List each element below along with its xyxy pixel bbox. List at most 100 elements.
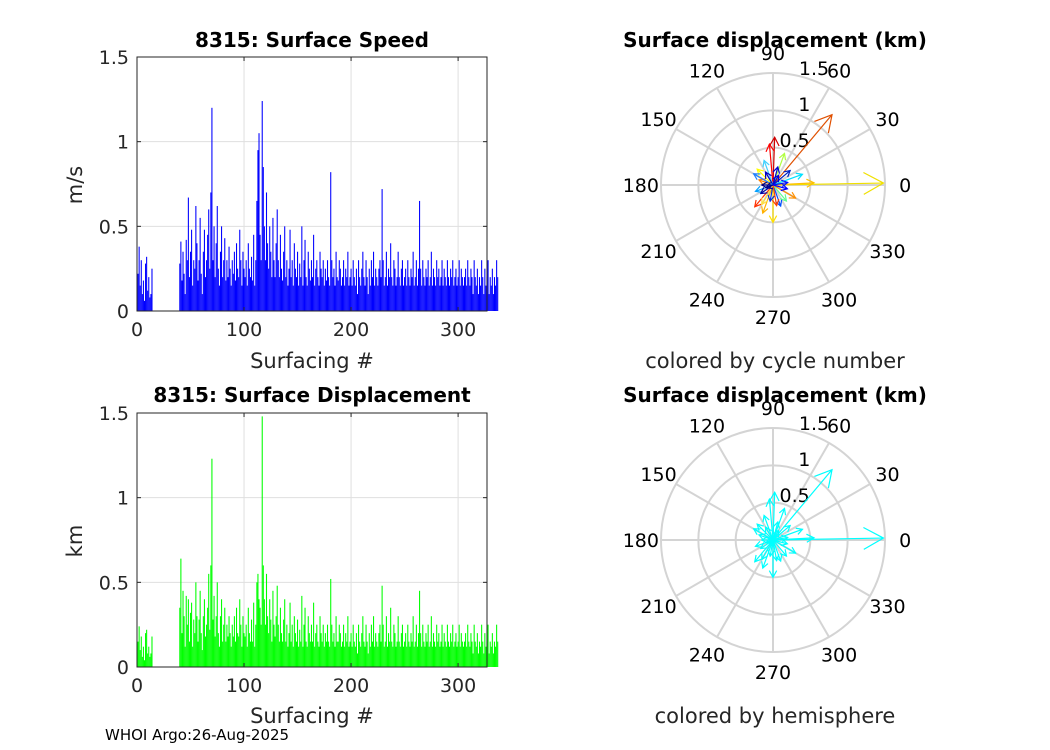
- bar: [415, 260, 417, 311]
- arrow-shaft: [772, 528, 803, 541]
- bar: [210, 192, 212, 311]
- displacement-arrow: [772, 533, 816, 543]
- bar: [244, 277, 246, 311]
- bar: [496, 624, 498, 667]
- bar: [299, 263, 301, 311]
- bar: [293, 616, 295, 667]
- bar: [142, 280, 144, 311]
- bar: [469, 646, 471, 667]
- arrow-shaft: [772, 175, 780, 186]
- bar: [247, 607, 249, 667]
- bar: [424, 646, 426, 667]
- bar: [204, 277, 207, 311]
- bar: [227, 636, 229, 667]
- bar: [489, 641, 491, 667]
- bar: [380, 641, 382, 667]
- bar: [480, 285, 482, 311]
- arrow-shaft: [769, 539, 774, 557]
- displacement-arrow: [771, 184, 780, 207]
- chart-caption: colored by hemisphere: [655, 704, 896, 728]
- arrow-shaft: [772, 536, 788, 541]
- bar: [407, 260, 409, 311]
- bar: [202, 616, 204, 667]
- bar: [367, 653, 369, 667]
- bar: [482, 641, 484, 667]
- bar: [422, 260, 424, 311]
- bar: [473, 624, 475, 667]
- chart-title: Surface displacement (km): [623, 28, 927, 52]
- bar: [289, 229, 291, 311]
- arrow-head: [814, 468, 833, 489]
- bar: [230, 646, 232, 667]
- bar: [187, 197, 189, 311]
- bar: [404, 641, 406, 667]
- arrow-shaft: [772, 182, 815, 186]
- bar: [282, 280, 284, 311]
- bar: [316, 260, 318, 311]
- bar: [249, 277, 251, 311]
- bar: [411, 641, 413, 667]
- bar: [273, 260, 275, 311]
- bar: [328, 277, 330, 311]
- displacement-arrow: [772, 527, 804, 541]
- spoke-line: [716, 442, 774, 541]
- bar: [493, 641, 496, 667]
- bar: [193, 260, 195, 311]
- displacement-arrow: [768, 540, 778, 579]
- arrow-head: [788, 546, 797, 554]
- bar: [482, 277, 484, 311]
- bar: [256, 200, 258, 311]
- bar: [137, 273, 139, 311]
- arrow-head: [783, 169, 792, 178]
- bar: [375, 268, 377, 311]
- spoke-line: [675, 539, 774, 597]
- bar: [346, 277, 348, 311]
- bar: [259, 234, 261, 311]
- bar: [193, 619, 195, 667]
- bar: [437, 641, 439, 667]
- bar: [297, 619, 299, 667]
- bar: [275, 243, 277, 311]
- bar: [491, 268, 493, 311]
- bar: [470, 268, 472, 311]
- bar: [242, 251, 244, 311]
- arrow-head: [764, 525, 772, 534]
- bar: [179, 607, 181, 667]
- bar: [261, 416, 263, 667]
- bar: [382, 624, 384, 667]
- arrow-shaft: [772, 539, 782, 562]
- bar: [350, 633, 352, 667]
- bar: [312, 277, 314, 311]
- bar: [226, 260, 228, 311]
- bar: [335, 251, 337, 311]
- arrow-head: [788, 191, 797, 199]
- bar: [325, 280, 327, 311]
- bar: [389, 641, 391, 667]
- bar: [302, 646, 304, 667]
- bar: [373, 251, 375, 311]
- bar: [145, 263, 147, 311]
- displacement-arrow: [764, 170, 774, 186]
- bar: [298, 646, 300, 667]
- bar: [274, 636, 276, 667]
- bar: [233, 251, 235, 311]
- arrow-shaft: [762, 184, 774, 214]
- bar: [360, 285, 362, 311]
- bar: [260, 624, 262, 667]
- bar: [397, 251, 399, 311]
- displacement-arrow: [772, 179, 789, 188]
- bar: [185, 239, 187, 311]
- bar: [363, 277, 365, 311]
- bar: [323, 285, 325, 311]
- bar: [406, 646, 408, 667]
- arrow-head: [767, 194, 775, 203]
- bar: [264, 260, 266, 311]
- bar: [438, 633, 440, 667]
- bar: [307, 251, 309, 311]
- arrow-head: [781, 534, 789, 543]
- bar: [413, 285, 415, 311]
- angle-label: 270: [755, 662, 791, 684]
- displacement-arrow: [772, 178, 816, 188]
- displacement-arrow: [769, 490, 780, 541]
- bar: [267, 616, 269, 667]
